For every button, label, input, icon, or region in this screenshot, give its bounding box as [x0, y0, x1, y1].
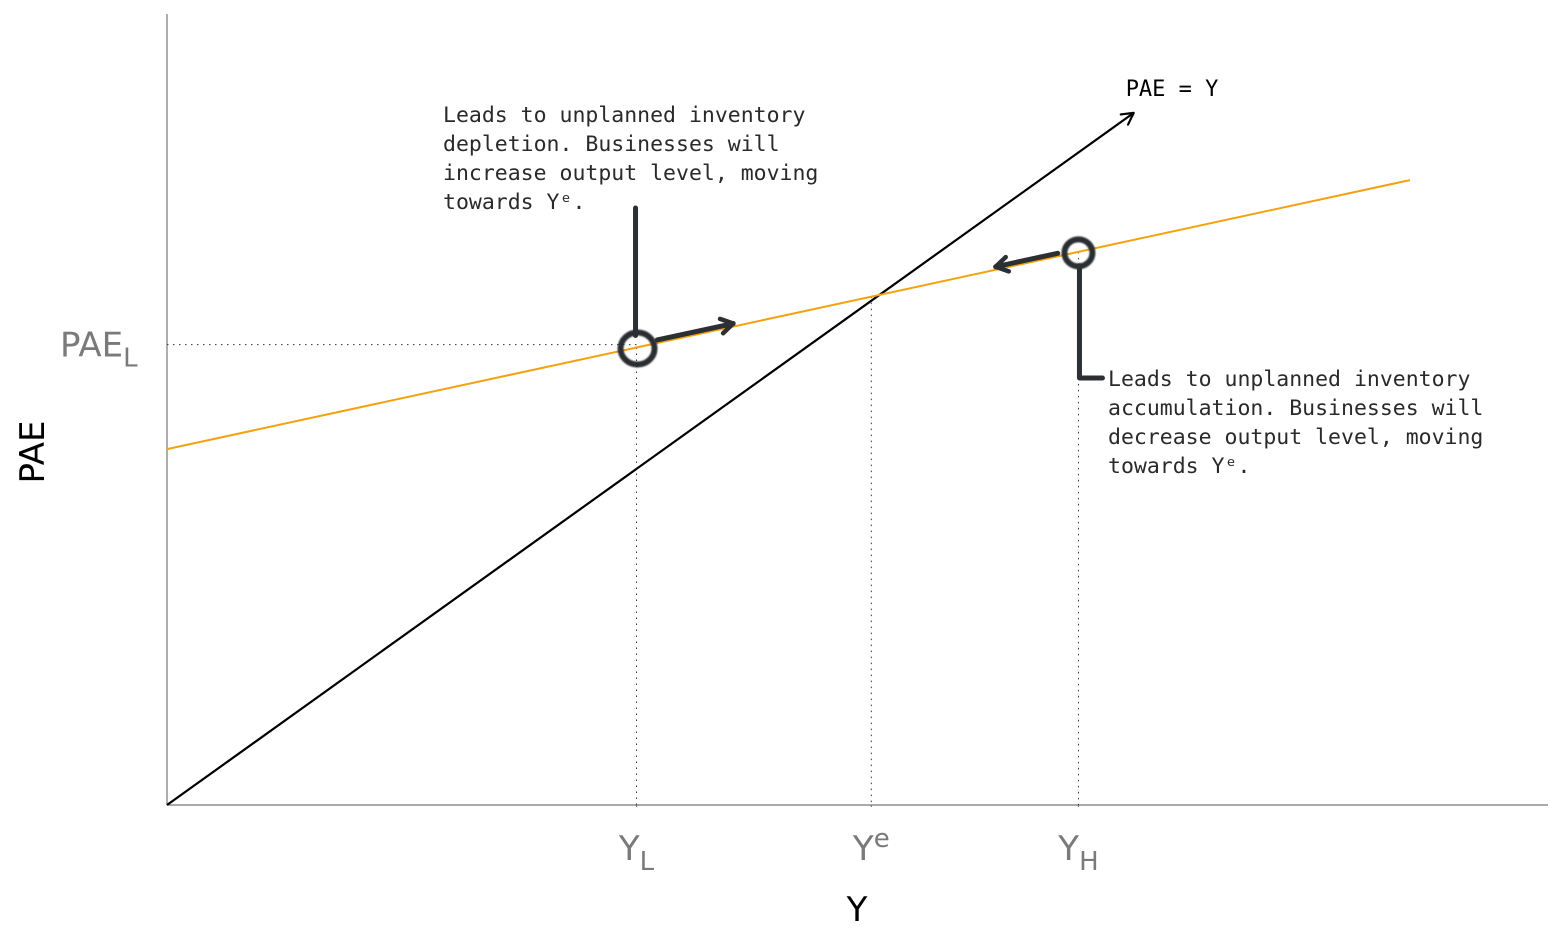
y-axis-label: PAE — [13, 420, 53, 483]
series-layer — [166, 111, 1411, 806]
direction-arrow-head — [717, 316, 736, 336]
annotation-layer: Leads to unplanned inventory depletion. B… — [443, 103, 1483, 479]
y-tick-labels: PAEL — [60, 326, 138, 374]
x-tick-label: YH — [1057, 829, 1098, 877]
direction-arrow-shaft — [654, 321, 736, 343]
annotation-text: Leads to unplanned inventory depletion. B… — [443, 103, 818, 215]
x-tick-marks — [635, 805, 1080, 807]
annotation-text: Leads to unplanned inventory accumulation… — [1108, 367, 1483, 479]
series-line-pae-equals-y — [166, 112, 1135, 806]
marker-circle — [617, 329, 658, 368]
direction-arrow-head — [993, 254, 1012, 274]
callout-connector — [1076, 263, 1105, 381]
x-tick-label: Ye — [852, 824, 890, 869]
series-label-pae-equals-y: PAE = Y — [1126, 77, 1219, 102]
x-tick-labels: YL Ye YH — [618, 824, 1099, 877]
x-axis-label: Y — [846, 890, 868, 930]
series-line-planned-spending — [166, 179, 1411, 451]
y-tick-label: PAEL — [60, 326, 138, 374]
direction-arrow-shaft — [993, 250, 1061, 270]
series-line-arrowhead — [1119, 111, 1135, 126]
reference-lines — [167, 251, 1079, 805]
x-tick-label: YL — [618, 829, 655, 877]
